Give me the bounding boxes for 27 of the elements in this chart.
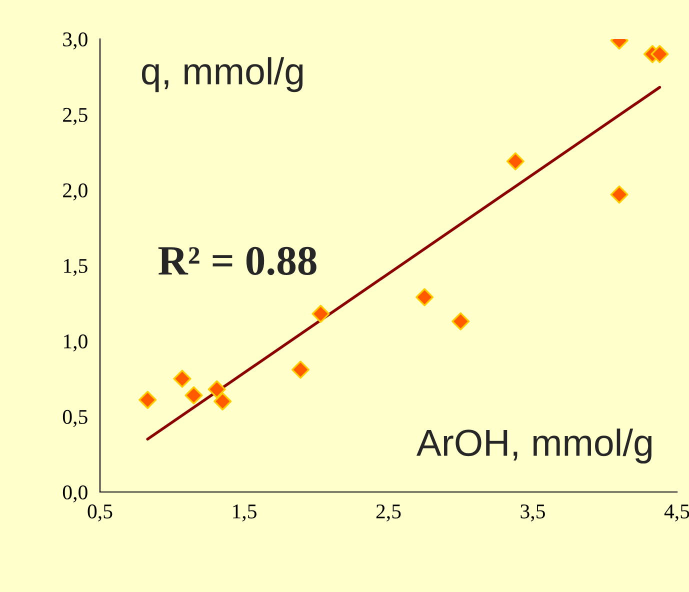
point [610,185,628,204]
point [214,392,232,410]
y-tick-label: 0,5 [62,410,88,427]
point [452,312,470,330]
annotation: R² = 0.88 [158,246,316,276]
x-tick-label: 4,5 [664,504,689,522]
x-tick-label: 1,5 [233,504,256,522]
y-tick-label: 2,0 [63,183,88,200]
y-tick-label: 1,5 [64,258,88,276]
point [208,380,226,398]
y-tick-label: 2,5 [63,108,88,125]
y-tick-label: 1,0 [64,334,88,352]
point [184,386,203,404]
point [416,288,434,306]
y-axis-title: q, mmol/g [142,57,303,92]
y-tick-label: 0,0 [62,485,88,502]
y-tick-label: 3,0 [63,32,88,50]
x-tick-label: 2,5 [376,504,401,522]
point [173,370,192,388]
point [506,152,524,170]
point [312,304,330,323]
x-tick-label: 3,5 [520,504,545,522]
x-tick-label: 0,5 [88,504,112,522]
point [138,390,157,409]
x-axis-title: ArOH, mmol/g [416,428,652,464]
point [650,45,669,64]
point [291,360,310,379]
